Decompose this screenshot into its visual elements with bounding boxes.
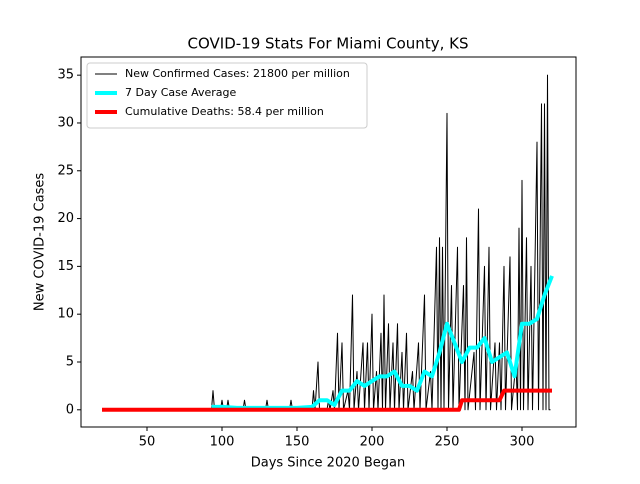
plot-frame xyxy=(80,56,577,428)
y-tick-label: 5 xyxy=(66,354,74,369)
series-line xyxy=(102,388,552,412)
series-line xyxy=(102,74,551,411)
y-tick-label: 20 xyxy=(57,211,74,226)
legend-label: New Confirmed Cases: 21800 per million xyxy=(125,67,350,80)
x-tick-label: 100 xyxy=(210,435,235,450)
y-tick-label: 0 xyxy=(66,402,74,417)
legend-label: Cumulative Deaths: 58.4 per million xyxy=(125,105,324,118)
x-tick-label: 250 xyxy=(435,435,460,450)
y-tick-label: 30 xyxy=(57,115,74,130)
chart-title: COVID-19 Stats For Miami County, KS xyxy=(188,35,469,53)
x-tick-label: 50 xyxy=(139,435,156,450)
plot-area xyxy=(102,74,554,412)
x-axis-label: Days Since 2020 Began xyxy=(251,456,406,471)
x-tick-label: 300 xyxy=(510,435,535,450)
y-tick-label: 35 xyxy=(57,68,74,83)
legend-box xyxy=(86,62,368,129)
x-tick-label: 150 xyxy=(285,435,310,450)
series-line xyxy=(211,275,554,410)
y-tick-label: 25 xyxy=(57,163,74,178)
y-tick-label: 10 xyxy=(57,307,74,322)
legend-label: 7 Day Case Average xyxy=(125,86,237,99)
x-tick-label: 200 xyxy=(360,435,385,450)
y-tick-label: 15 xyxy=(57,259,74,274)
y-axis-label: New COVID-19 Cases xyxy=(33,173,48,311)
